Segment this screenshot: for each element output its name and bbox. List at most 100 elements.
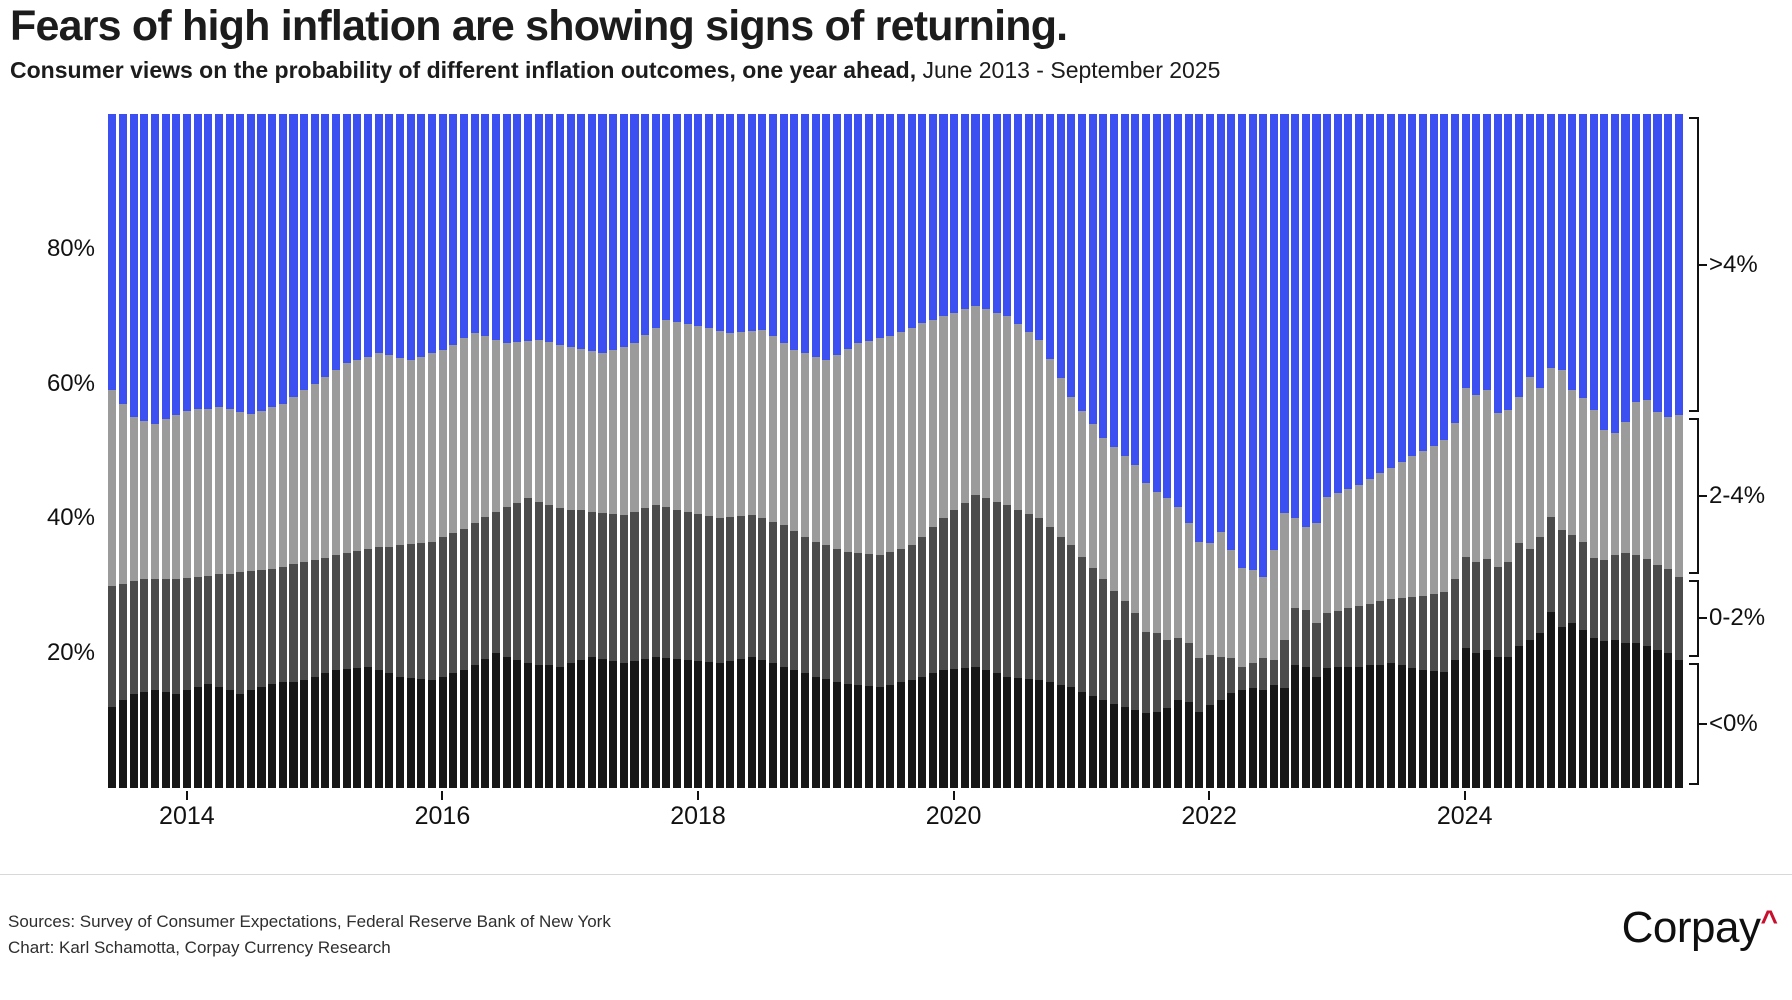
x-axis-tick-label: 2018 — [670, 802, 726, 830]
bar-segment-4 — [1493, 114, 1502, 414]
bar-segment-0to2 — [406, 544, 415, 679]
bar-segment-0to2 — [140, 579, 149, 692]
bar-segment-4 — [907, 114, 916, 328]
month-bar — [800, 114, 811, 788]
x-axis-tick — [1463, 791, 1466, 800]
bar-segment-4 — [1163, 114, 1172, 499]
bar-segment-0to2 — [555, 508, 564, 667]
bar-segment-0 — [1472, 653, 1481, 788]
bar-segment-4 — [577, 114, 586, 349]
bar-segment-4 — [811, 114, 820, 357]
bar-segment-4 — [960, 114, 969, 310]
y-axis-tick-label: 60% — [46, 369, 95, 397]
bar-segment-0 — [1333, 667, 1342, 788]
bar-segment-0 — [1056, 684, 1065, 788]
bar-segment-4 — [1674, 114, 1683, 416]
bar-segment-2to4 — [566, 346, 575, 510]
bar-segment-2to4 — [1024, 331, 1033, 514]
bar-segment-4 — [118, 114, 128, 404]
bar-segment-0to2 — [907, 545, 916, 681]
bar-segment-2to4 — [481, 336, 490, 518]
bar-segment-0 — [417, 678, 426, 788]
bar-segment-4 — [928, 114, 937, 320]
x-axis-tick-label: 2016 — [414, 802, 471, 830]
bar-segment-4 — [1216, 114, 1225, 532]
bar-segment-0to2 — [577, 510, 586, 660]
bar-segment-0to2 — [236, 572, 245, 694]
bar-segment-0to2 — [918, 536, 927, 677]
bar-segment-0to2 — [1152, 633, 1161, 712]
bar-segment-2to4 — [1184, 523, 1193, 644]
bar-segment-0to2 — [619, 515, 628, 664]
bar-segment-2to4 — [587, 351, 596, 512]
bar-segment-0to2 — [1632, 555, 1641, 644]
bar-segment-0 — [332, 670, 341, 788]
bar-segment-0 — [1099, 700, 1108, 788]
bar-segment-2to4 — [1173, 506, 1182, 639]
bar-segment-0to2 — [1546, 517, 1555, 613]
bar-segment-0 — [1514, 646, 1523, 788]
bar-segment-2to4 — [172, 415, 181, 580]
bar-segment-0 — [1067, 686, 1076, 788]
month-bar — [150, 114, 161, 788]
bar-segment-0 — [1291, 665, 1300, 788]
month-bar — [821, 114, 832, 788]
bar-segment-0 — [1536, 632, 1545, 788]
bar-segment-0to2 — [534, 501, 543, 665]
bar-segment-0to2 — [278, 566, 287, 683]
month-bar — [544, 114, 555, 788]
bar-segment-4 — [1408, 114, 1417, 457]
bar-segment-0 — [1376, 664, 1385, 788]
bar-segment-0to2 — [374, 547, 383, 671]
bar-segment-0 — [896, 682, 905, 788]
bar-segment-4 — [790, 114, 799, 350]
month-bar — [736, 114, 747, 788]
month-bar — [1034, 114, 1045, 788]
month-bar — [661, 114, 672, 788]
bar-segment-4 — [1237, 114, 1246, 569]
bar-segment-2to4 — [449, 344, 458, 534]
bar-segment-0to2 — [662, 506, 671, 658]
bar-segment-2to4 — [513, 341, 522, 503]
month-bar — [1269, 114, 1280, 788]
month-bar — [1396, 114, 1407, 788]
bar-segment-4 — [992, 114, 1001, 313]
month-bar — [1119, 114, 1130, 788]
bar-segment-2to4 — [1205, 543, 1214, 656]
bar-segment-4 — [150, 114, 159, 425]
bar-segment-0 — [204, 683, 213, 788]
bar-segment-4 — [129, 114, 138, 418]
bar-segment-0to2 — [193, 577, 202, 687]
month-bar — [576, 114, 587, 788]
bar-segment-0 — [758, 659, 767, 788]
x-axis-tick — [697, 791, 699, 800]
x-axis-tick — [441, 791, 444, 800]
bar-segment-4 — [726, 114, 735, 334]
bar-segment-4 — [630, 114, 639, 344]
bar-segment-2to4 — [332, 370, 341, 556]
bar-segment-0 — [790, 670, 799, 788]
bar-segment-0to2 — [673, 509, 682, 659]
page-subtitle: Consumer views on the probability of dif… — [10, 57, 1220, 84]
bar-segment-4 — [225, 114, 234, 410]
bar-segment-4 — [1301, 114, 1310, 528]
bar-segment-0to2 — [651, 504, 660, 657]
bar-segment-0 — [1461, 647, 1470, 788]
bar-segment-2to4 — [225, 409, 234, 574]
bar-segment-0to2 — [715, 518, 724, 664]
bar-segment-0to2 — [1408, 597, 1417, 669]
month-bar — [459, 114, 470, 788]
month-bar — [1450, 114, 1461, 788]
bar-segment-2to4 — [342, 363, 351, 554]
month-bar — [1460, 114, 1471, 788]
month-bar — [1482, 114, 1493, 788]
bar-segment-0to2 — [1504, 562, 1513, 658]
bar-segment-4 — [470, 114, 479, 334]
bar-segment-4 — [1280, 114, 1289, 514]
bar-segment-0to2 — [1653, 564, 1662, 650]
bar-segment-2to4 — [1120, 455, 1129, 602]
month-bar — [1578, 114, 1589, 788]
bar-segment-4 — [1600, 114, 1609, 431]
bar-segment-2to4 — [1674, 415, 1683, 578]
bar-segment-2to4 — [310, 383, 319, 561]
